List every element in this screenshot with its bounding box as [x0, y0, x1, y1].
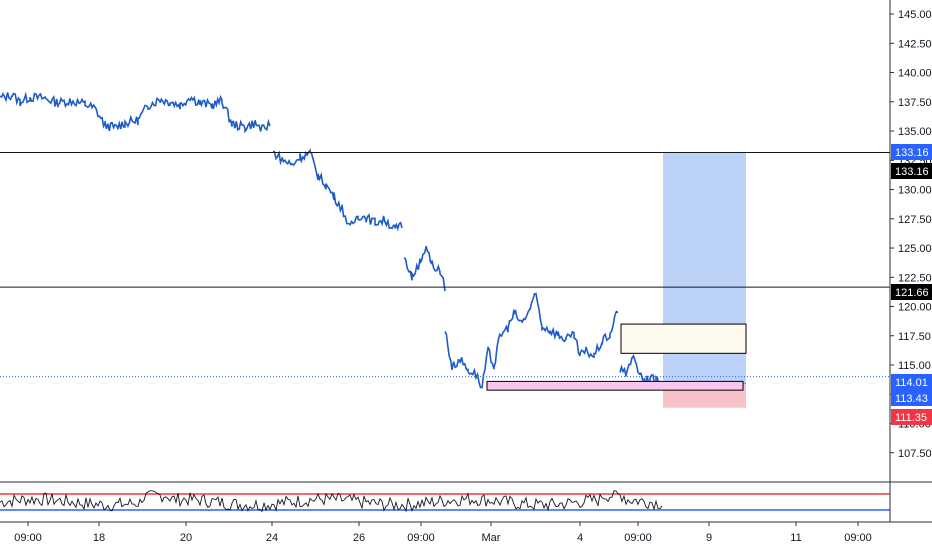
x-tick-label: Mar: [482, 532, 501, 544]
y-tick-label: 140.00: [898, 68, 932, 80]
price-tag: [891, 390, 932, 406]
y-tick-label: 122.50: [898, 272, 932, 284]
price-tag-label: 121.66: [895, 287, 929, 299]
price-segment: [0, 91, 271, 134]
x-tick-label: 4: [577, 532, 583, 544]
y-tick-label: 120.00: [898, 302, 932, 314]
y-tick-label: 125.00: [898, 243, 932, 255]
price-tag: [891, 284, 932, 300]
x-tick-label: 9: [706, 532, 712, 544]
y-tick-label: 117.50: [898, 331, 931, 343]
position-zones: [663, 152, 746, 408]
y-tick-label: 135.00: [898, 126, 932, 138]
x-tick-label: 18: [93, 532, 105, 544]
x-tick-label: 20: [180, 532, 192, 544]
y-tick-label: 115.00: [898, 360, 931, 372]
x-tick-label: 09:00: [14, 532, 42, 544]
y-tick-label: 127.50: [898, 214, 932, 226]
price-tag-label: 114.01: [895, 377, 928, 389]
y-tick-label: 142.50: [898, 38, 932, 50]
x-tick-label: 09:00: [407, 532, 435, 544]
price-segment: [444, 292, 619, 389]
x-tick-label: 24: [266, 532, 278, 544]
y-tick-label: 145.00: [898, 9, 932, 21]
price-tag: [891, 374, 932, 390]
drawn-rectangles: [486, 323, 747, 391]
x-tick-label: 09:00: [844, 532, 872, 544]
y-tick-label: 130.00: [898, 185, 932, 197]
drawn-rectangle[interactable]: [620, 323, 747, 354]
x-tick-label: 09:00: [624, 532, 652, 544]
price-segment: [403, 245, 446, 292]
oscillator-pane: [0, 481, 932, 513]
price-tag: [891, 163, 932, 179]
price-tags: 133.16 133.16 121.66 114.01 113.43 111.35: [891, 144, 932, 425]
price-tag-label: 113.43: [895, 393, 928, 405]
price-tag: [891, 409, 932, 425]
price-tag-label: 111.35: [895, 412, 927, 424]
price-segment: [272, 148, 403, 232]
price-tag-label: 133.16: [895, 147, 929, 159]
y-tick-label: 137.50: [898, 97, 932, 109]
price-tag: [891, 144, 932, 160]
x-tick-label: 26: [353, 532, 365, 544]
price-tag-label: 133.16: [895, 166, 929, 178]
horizontal-levels: [0, 152, 890, 378]
price-series: [0, 91, 663, 389]
y-tick-label: 107.50: [898, 448, 932, 460]
oscillator-line: [0, 490, 663, 513]
drawn-rectangle[interactable]: [486, 380, 744, 391]
x-tick-label: 11: [790, 532, 801, 544]
